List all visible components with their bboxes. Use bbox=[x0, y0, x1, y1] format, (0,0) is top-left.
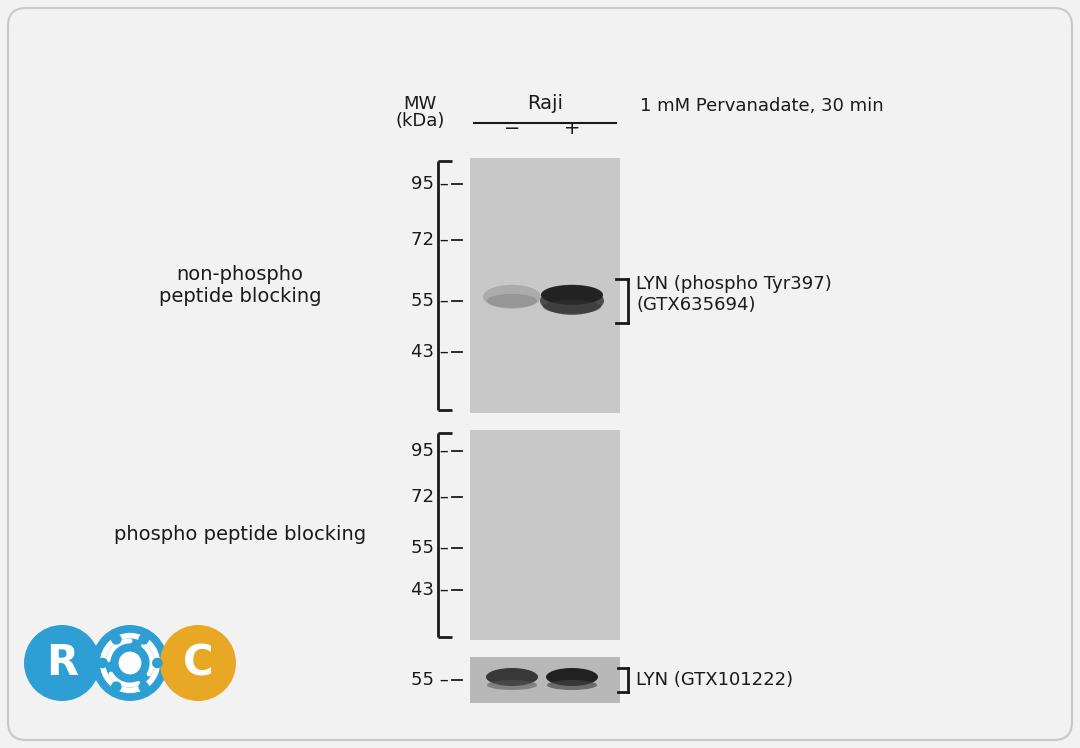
Circle shape bbox=[152, 657, 163, 668]
Text: 55 –: 55 – bbox=[411, 671, 449, 689]
Text: LYN (phospho Tyr397)
(GTX635694): LYN (phospho Tyr397) (GTX635694) bbox=[636, 275, 832, 314]
Circle shape bbox=[24, 625, 100, 701]
Circle shape bbox=[119, 652, 141, 675]
Text: 95 –: 95 – bbox=[411, 174, 449, 192]
Text: LYN (GTX101222): LYN (GTX101222) bbox=[636, 671, 793, 689]
Text: 72 –: 72 – bbox=[411, 488, 449, 506]
Ellipse shape bbox=[486, 668, 538, 686]
Ellipse shape bbox=[546, 680, 597, 690]
Text: R: R bbox=[46, 642, 78, 684]
Text: +: + bbox=[564, 119, 580, 138]
Text: C: C bbox=[183, 642, 214, 684]
Text: phospho peptide blocking: phospho peptide blocking bbox=[113, 526, 366, 545]
Circle shape bbox=[97, 657, 108, 668]
Ellipse shape bbox=[487, 680, 537, 690]
Text: 55 –: 55 – bbox=[411, 292, 449, 310]
Text: MW: MW bbox=[403, 95, 436, 113]
Text: 1 mM Pervanadate, 30 min: 1 mM Pervanadate, 30 min bbox=[640, 97, 883, 115]
Ellipse shape bbox=[546, 668, 598, 686]
Ellipse shape bbox=[541, 285, 603, 304]
FancyBboxPatch shape bbox=[8, 8, 1072, 740]
Text: 72 –: 72 – bbox=[411, 230, 449, 248]
Ellipse shape bbox=[543, 300, 600, 314]
Ellipse shape bbox=[483, 285, 541, 309]
Text: 43 –: 43 – bbox=[411, 580, 449, 598]
Ellipse shape bbox=[487, 294, 537, 307]
Text: 95 –: 95 – bbox=[411, 442, 449, 460]
Circle shape bbox=[111, 681, 122, 692]
Text: 43 –: 43 – bbox=[411, 343, 449, 361]
Circle shape bbox=[160, 625, 237, 701]
Circle shape bbox=[138, 634, 149, 645]
Bar bbox=[470, 158, 620, 413]
Text: −: − bbox=[503, 119, 521, 138]
Bar bbox=[470, 657, 620, 703]
Text: 55 –: 55 – bbox=[411, 539, 449, 557]
Circle shape bbox=[138, 681, 149, 692]
Bar bbox=[470, 430, 620, 640]
Circle shape bbox=[111, 634, 122, 645]
Text: non-phospho
peptide blocking: non-phospho peptide blocking bbox=[159, 265, 321, 306]
Ellipse shape bbox=[540, 286, 604, 315]
Circle shape bbox=[92, 625, 168, 701]
Text: (kDa): (kDa) bbox=[395, 112, 445, 130]
Text: Raji: Raji bbox=[527, 94, 563, 113]
